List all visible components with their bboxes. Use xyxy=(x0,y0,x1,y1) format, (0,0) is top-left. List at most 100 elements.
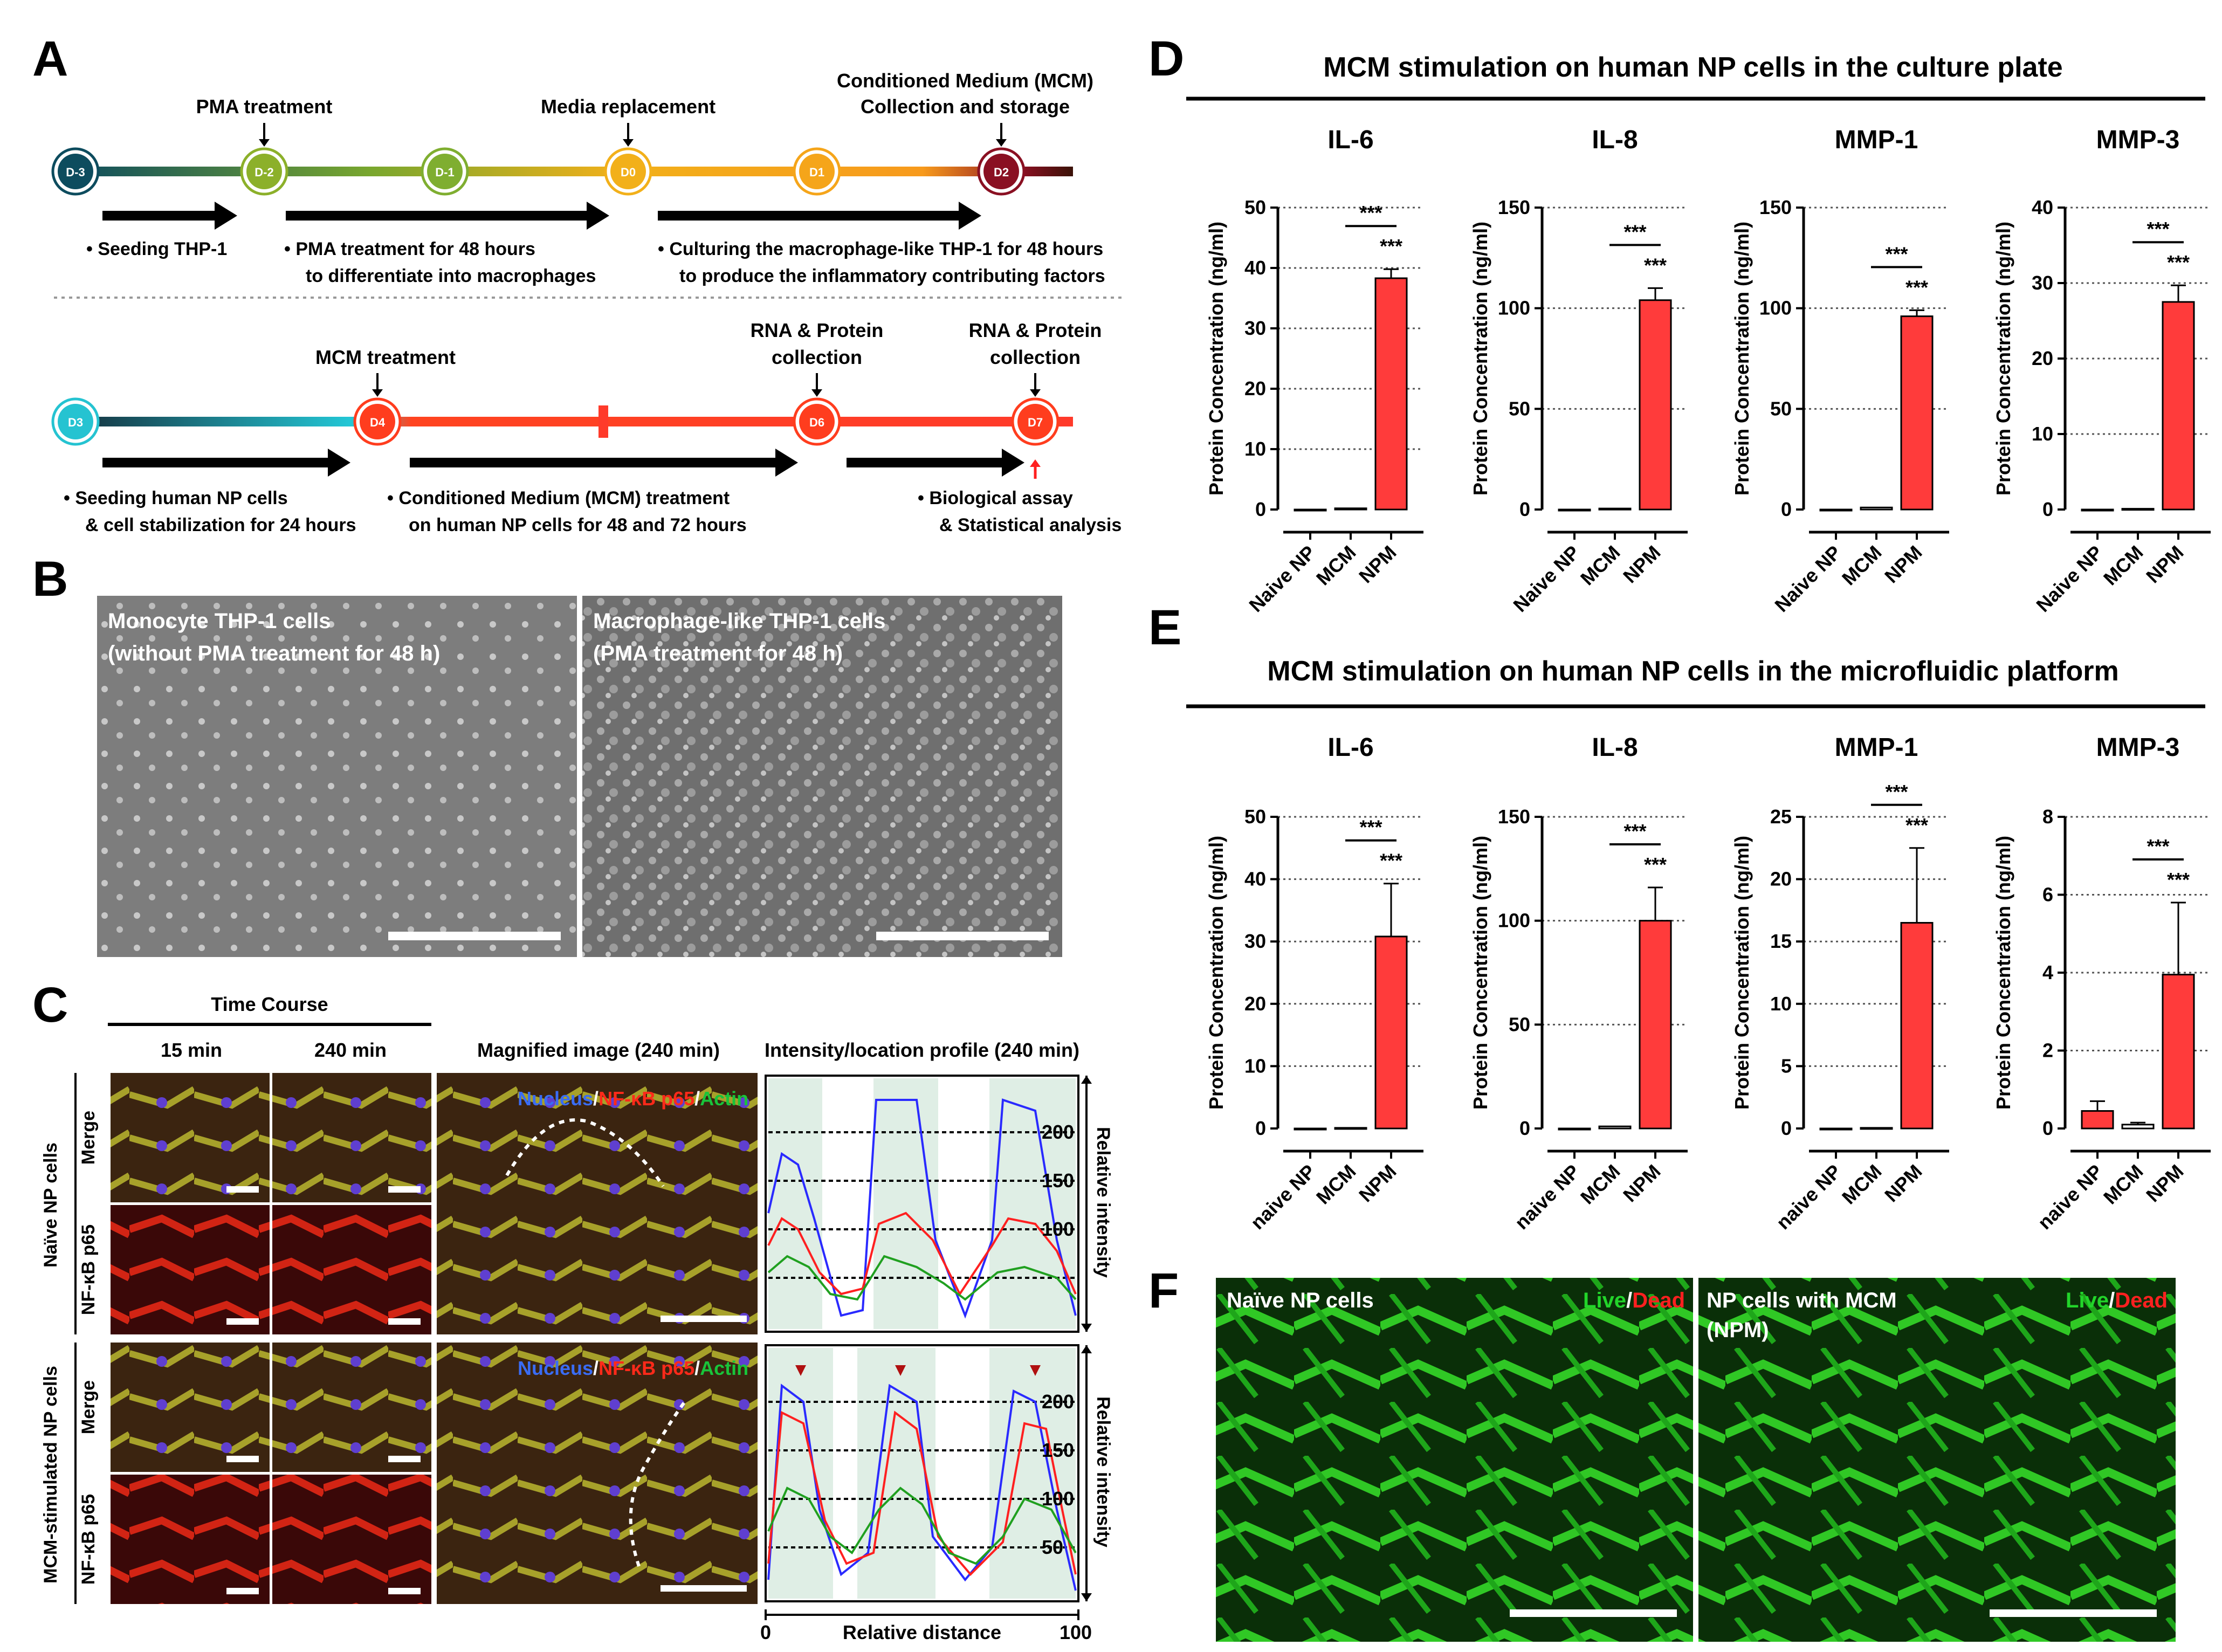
panel-label-b: B xyxy=(32,552,68,607)
bar-chart-E-MMP-3: MMP-3 Protein Concentration (ng/ml) 0 2 4 6 8 n… xyxy=(1992,733,2211,1234)
bar xyxy=(1598,1125,1632,1130)
y-axis-label: Protein Concentration (ng/ml) xyxy=(1992,222,2014,495)
bar xyxy=(1639,299,1672,511)
step-arrow xyxy=(102,211,216,221)
timeline-label-mcm-treatment: MCM treatment xyxy=(315,346,456,368)
panel-label-a: A xyxy=(32,31,68,86)
y-tick-label: 40 xyxy=(1244,257,1266,279)
y-tick-label: 0 xyxy=(2042,1117,2053,1139)
y-tick-label: 30 xyxy=(1244,317,1266,339)
bar xyxy=(1900,315,1934,511)
micrograph-macrophage xyxy=(582,596,1062,957)
y-axis-label: Protein Concentration (ng/ml) xyxy=(1469,836,1491,1110)
rel-distance-label: Relative distance xyxy=(843,1621,1001,1643)
timeline-1-steps: • Seeding THP-1 • PMA treatment for 48 ho… xyxy=(86,202,1105,286)
significance-marker: *** xyxy=(2167,869,2190,891)
bar xyxy=(2081,508,2114,512)
significance-marker: *** xyxy=(1885,781,1908,803)
panel-e-title: MCM stimulation on human NP cells in the… xyxy=(1267,656,2118,687)
x-tick-label: MCM xyxy=(1838,541,1886,590)
timeline-1-nodes: D-3 D-2 D-1 D0 D1 D2 xyxy=(51,147,1026,196)
bar xyxy=(1374,277,1408,511)
y-axis-label: Protein Concentration (ng/ml) xyxy=(1469,222,1491,495)
timeline-node-label: D7 xyxy=(1028,416,1043,429)
y-axis-label: Protein Concentration (ng/ml) xyxy=(1992,836,2014,1110)
timeline-2-steps: • Seeding human NP cells & cell stabiliza… xyxy=(64,449,1122,535)
timeline-node xyxy=(1017,404,1053,439)
x-tick-label: MCM xyxy=(1576,1160,1625,1209)
panel-label-e: E xyxy=(1148,600,1181,655)
x-tick-label: MCM xyxy=(1838,1160,1886,1209)
step-arrow xyxy=(286,211,588,221)
scale-bar xyxy=(1990,1609,2157,1617)
col-240-min: 240 min xyxy=(314,1039,387,1061)
bar xyxy=(1334,1127,1367,1130)
x-tick-label: NPM xyxy=(1354,1160,1401,1207)
y-tick-label: 30 xyxy=(2032,272,2053,294)
panel-b-micrographs: Monocyte THP-1 cells (without PMA treatm… xyxy=(97,596,1062,957)
y-tick-label: 150 xyxy=(1498,806,1530,828)
timeline-label-rna-1a: RNA & Protein xyxy=(751,319,884,341)
live-dead-naive xyxy=(1216,1278,1693,1642)
bar xyxy=(2121,508,2155,511)
chart-title: MMP-3 xyxy=(2096,126,2180,154)
y-tick-label: 0 xyxy=(1781,1117,1792,1139)
timeline-node xyxy=(360,404,395,439)
step-arrow-head xyxy=(215,202,237,230)
y-tick-label: 150 xyxy=(1498,196,1530,218)
y-tick-label: 6 xyxy=(2042,884,2053,906)
timeline-2-nodes: D3 D4 D6 D7 xyxy=(51,397,1060,446)
svg-text:Nucleus/NF-κB p65/Actin: Nucleus/NF-κB p65/Actin xyxy=(518,1357,748,1379)
y-tick-label: 0 xyxy=(1781,498,1792,520)
live-label: Live xyxy=(1583,1289,1626,1312)
x-tick-label: NPM xyxy=(1880,1160,1927,1207)
timeline-label-mcm-1: Conditioned Medium (MCM) xyxy=(837,70,1093,92)
bar xyxy=(1819,508,1853,512)
group-label-mcm: MCM-stimulated NP cells xyxy=(40,1366,61,1584)
significance-marker: *** xyxy=(2147,218,2169,240)
live-dead-label-naive: Naïve NP cells xyxy=(1227,1289,1374,1312)
rel-intensity-label: Relative intensity xyxy=(1093,1396,1113,1547)
svg-text:Nucleus/NF-κB p65/Actin: Nucleus/NF-κB p65/Actin xyxy=(518,1087,748,1110)
y-tick-label: 50 xyxy=(1770,397,1792,419)
scale-bar xyxy=(1510,1609,1677,1617)
svg-text:Live/Dead: Live/Dead xyxy=(1583,1289,1685,1312)
chart-title: IL-8 xyxy=(1592,733,1638,762)
micrograph-left-label-1: Monocyte THP-1 cells xyxy=(108,609,331,633)
timeline-node-label: D-2 xyxy=(254,166,273,179)
y-tick-label: 5 xyxy=(1781,1055,1792,1077)
rel-distance-zero: 0 xyxy=(760,1621,771,1643)
timeline-node-label: D6 xyxy=(809,416,824,429)
significance-marker: *** xyxy=(1885,243,1908,265)
x-tick-label: Naive NP xyxy=(1244,541,1319,616)
micrograph-monocyte xyxy=(97,596,577,957)
x-tick-label: naive NP xyxy=(1510,1160,1584,1234)
significance-marker: *** xyxy=(1380,235,1402,257)
y-tick-label: 50 xyxy=(1244,196,1266,218)
timeline-label-rna-2a: RNA & Protein xyxy=(969,319,1102,341)
significance-marker: *** xyxy=(1359,816,1382,838)
y-tick-label: 100 xyxy=(1498,297,1530,319)
row-label-merge: Merge xyxy=(78,1380,99,1434)
significance-marker: *** xyxy=(2167,251,2190,273)
bar xyxy=(1639,920,1672,1130)
step-description: & cell stabilization for 24 hours xyxy=(85,515,356,535)
step-arrow xyxy=(658,211,960,221)
panel-f: Naïve NP cells NP cells with MCM (NPM) L… xyxy=(1216,1278,2176,1642)
bar xyxy=(1294,508,1327,512)
profile-tick: 150 xyxy=(1042,1169,1074,1192)
timeline-node-label: D4 xyxy=(370,416,386,429)
step-description: • PMA treatment for 48 hours xyxy=(284,239,535,259)
x-tick-label: MCM xyxy=(2099,541,2148,590)
timeline-label-pma: PMA treatment xyxy=(196,95,333,118)
live-dead-label-npm-2: (NPM) xyxy=(1707,1318,1769,1342)
chart-title: MMP-1 xyxy=(1835,733,1918,762)
y-tick-label: 10 xyxy=(1244,438,1266,460)
bar xyxy=(1860,506,1893,511)
timeline-node xyxy=(58,154,93,189)
row-label-nfkb: NF-κB p65 xyxy=(78,1494,99,1585)
chart-title: IL-6 xyxy=(1327,733,1373,762)
step-arrow-head xyxy=(1002,449,1024,477)
y-tick-label: 0 xyxy=(2042,498,2053,520)
